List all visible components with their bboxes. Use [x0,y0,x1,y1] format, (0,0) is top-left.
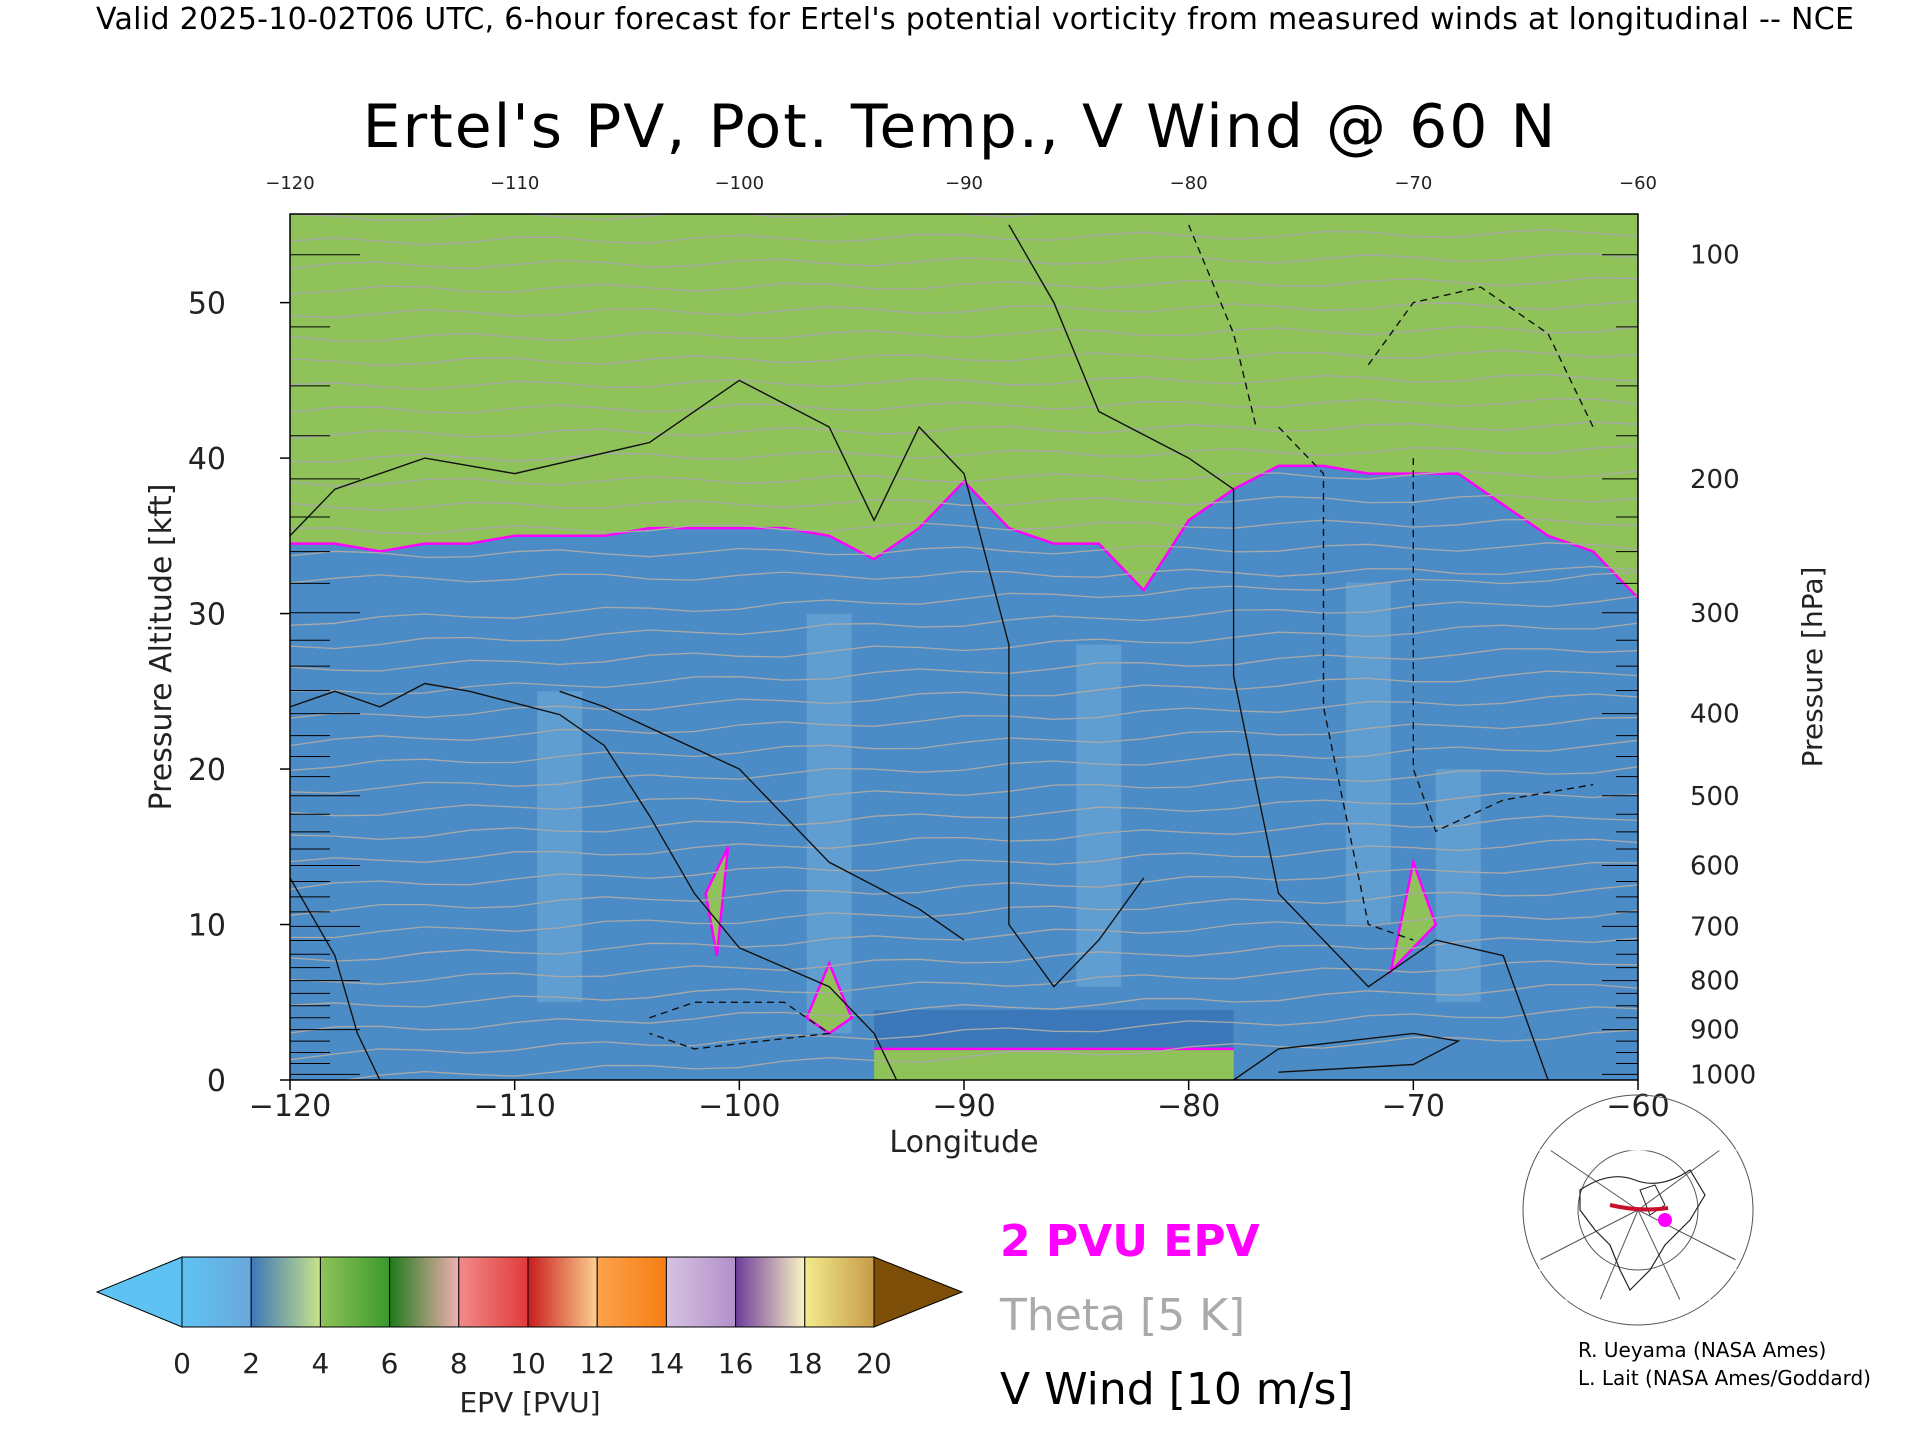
colorbar-label: EPV [PVU] [459,1386,600,1419]
y-tick-label: 20 [188,753,226,788]
pressure-tick-label: 900 [1690,1016,1740,1046]
pressure-tick-label: 600 [1690,852,1740,882]
colorbar-low-arrow [95,1256,183,1328]
y-axis-label: Pressure Altitude [kft] [144,484,179,811]
x-top-tick-label: −120 [265,173,314,194]
locator-map [1522,1094,1754,1326]
pressure-axis-label: Pressure [hPa] [1796,567,1829,768]
colorbar-tick-label: 4 [311,1347,329,1380]
x-tick-label: −80 [1157,1089,1220,1124]
legend-theta: Theta [5 K] [999,1290,1245,1341]
x-top-tick-label: −100 [715,173,764,194]
y-tick-label: 40 [188,442,226,477]
y-tick-label: 10 [188,909,226,944]
wind-contours [290,224,1594,1080]
colorbar-tick-label: 18 [787,1347,823,1380]
x-tick-label: −60 [1606,1089,1669,1124]
x-tick-label: −120 [249,1089,331,1124]
chart-title: Ertel's PV, Pot. Temp., V Wind @ 60 N [362,92,1558,162]
x-tick-label: −90 [932,1089,995,1124]
colorbar-tick-label: 2 [242,1347,260,1380]
y-tick-label: 0 [207,1064,226,1099]
pressure-tick-label: 400 [1690,700,1740,730]
colorbar-tick-label: 6 [381,1347,399,1380]
x-axis-label: Longitude [889,1125,1038,1160]
colorbar-segment [389,1256,460,1328]
credit-1: R. Ueyama (NASA Ames) [1578,1338,1827,1362]
colorbar-tick-label: 0 [173,1347,191,1380]
colorbar-segment [665,1256,737,1328]
legend: 2 PVU EPV Theta [5 K] V Wind [10 m/s] [999,1216,1354,1415]
y-tick-label: 50 [188,287,226,322]
pressure-tick-label: 300 [1690,599,1740,629]
colorbar-tick-label: 8 [450,1347,468,1380]
colorbar-segment [458,1256,529,1328]
pressure-tick-label: 800 [1690,967,1740,997]
colorbar-segment [804,1256,875,1328]
colorbar-segment [527,1256,598,1328]
pressure-tick-label: 1000 [1690,1060,1756,1090]
legend-epv: 2 PVU EPV [1000,1216,1260,1267]
colorbar-tick-label: 12 [579,1347,615,1380]
pressure-tick-label: 100 [1690,241,1740,271]
x-top-tick-label: −80 [1170,173,1208,194]
header-caption: Valid 2025-10-02T06 UTC, 6-hour forecast… [96,2,1855,37]
colorbar-segment [735,1256,806,1328]
colorbar-segment [250,1256,321,1328]
colorbar-tick-label: 16 [718,1347,754,1380]
x-tick-label: −100 [698,1089,780,1124]
colorbar-tick-label: 10 [510,1347,546,1380]
pressure-tick-label: 700 [1690,912,1740,942]
credit-2: L. Lait (NASA Ames/Goddard) [1578,1366,1871,1390]
x-top-tick-label: −60 [1619,173,1657,194]
x-tick-label: −70 [1382,1089,1445,1124]
legend-wind: V Wind [10 m/s] [1000,1364,1354,1415]
y-tick-label: 30 [188,598,226,633]
colorbar-high-arrow [873,1256,964,1328]
colorbar: 0 2 4 6 8 10 12 14 16 18 20 [95,1256,964,1380]
pressure-tick-label: 200 [1690,465,1740,495]
x-top-tick-label: −70 [1394,173,1432,194]
pressure-tick-label: 500 [1690,782,1740,812]
colorbar-tick-label: 14 [649,1347,685,1380]
colorbar-segment [181,1256,252,1328]
x-tick-label: −110 [473,1089,555,1124]
colorbar-segment [596,1256,667,1328]
x-top-tick-label: −90 [945,173,983,194]
x-top-tick-label: −110 [490,173,539,194]
colorbar-segment [319,1256,391,1328]
colorbar-tick-label: 20 [856,1347,892,1380]
